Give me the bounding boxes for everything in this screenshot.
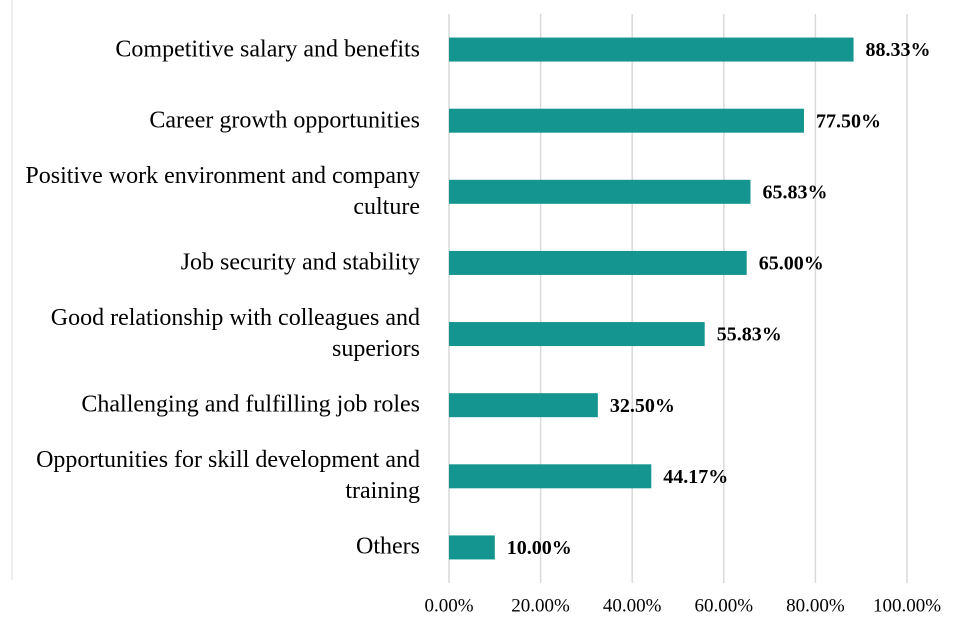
category-label: Career growth opportunities bbox=[149, 107, 420, 134]
bar bbox=[449, 535, 495, 560]
value-label: 65.83% bbox=[763, 181, 828, 203]
value-label: 44.17% bbox=[663, 466, 728, 488]
category-label: Others bbox=[356, 533, 420, 560]
value-label: 32.50% bbox=[610, 395, 675, 417]
value-label: 88.33% bbox=[866, 39, 931, 61]
x-tick-label: 0.00% bbox=[424, 595, 473, 616]
bar bbox=[449, 393, 598, 418]
x-tick-label: 20.00% bbox=[511, 595, 570, 616]
value-label: 77.50% bbox=[816, 110, 881, 132]
x-tick-label: 80.00% bbox=[786, 595, 845, 616]
value-label: 10.00% bbox=[507, 537, 572, 559]
x-tick-label: 100.00% bbox=[873, 595, 941, 616]
category-label: Job security and stability bbox=[180, 249, 420, 276]
category-label: Opportunities for skill development and … bbox=[36, 447, 420, 505]
bar bbox=[449, 37, 854, 62]
x-tick-label: 40.00% bbox=[603, 595, 662, 616]
value-label: 55.83% bbox=[717, 324, 782, 346]
category-label: Competitive salary and benefits bbox=[115, 36, 420, 63]
category-label: Positive work environment and company cu… bbox=[25, 162, 420, 220]
category-label: Challenging and fulfilling job roles bbox=[81, 391, 420, 418]
bar bbox=[449, 250, 747, 275]
bar bbox=[449, 464, 652, 489]
x-tick-label: 60.00% bbox=[695, 595, 754, 616]
bar bbox=[449, 108, 804, 133]
value-label: 65.00% bbox=[759, 253, 824, 275]
category-label: Good relationship with colleagues and su… bbox=[50, 305, 420, 363]
bar bbox=[449, 322, 705, 347]
bar bbox=[449, 179, 751, 204]
